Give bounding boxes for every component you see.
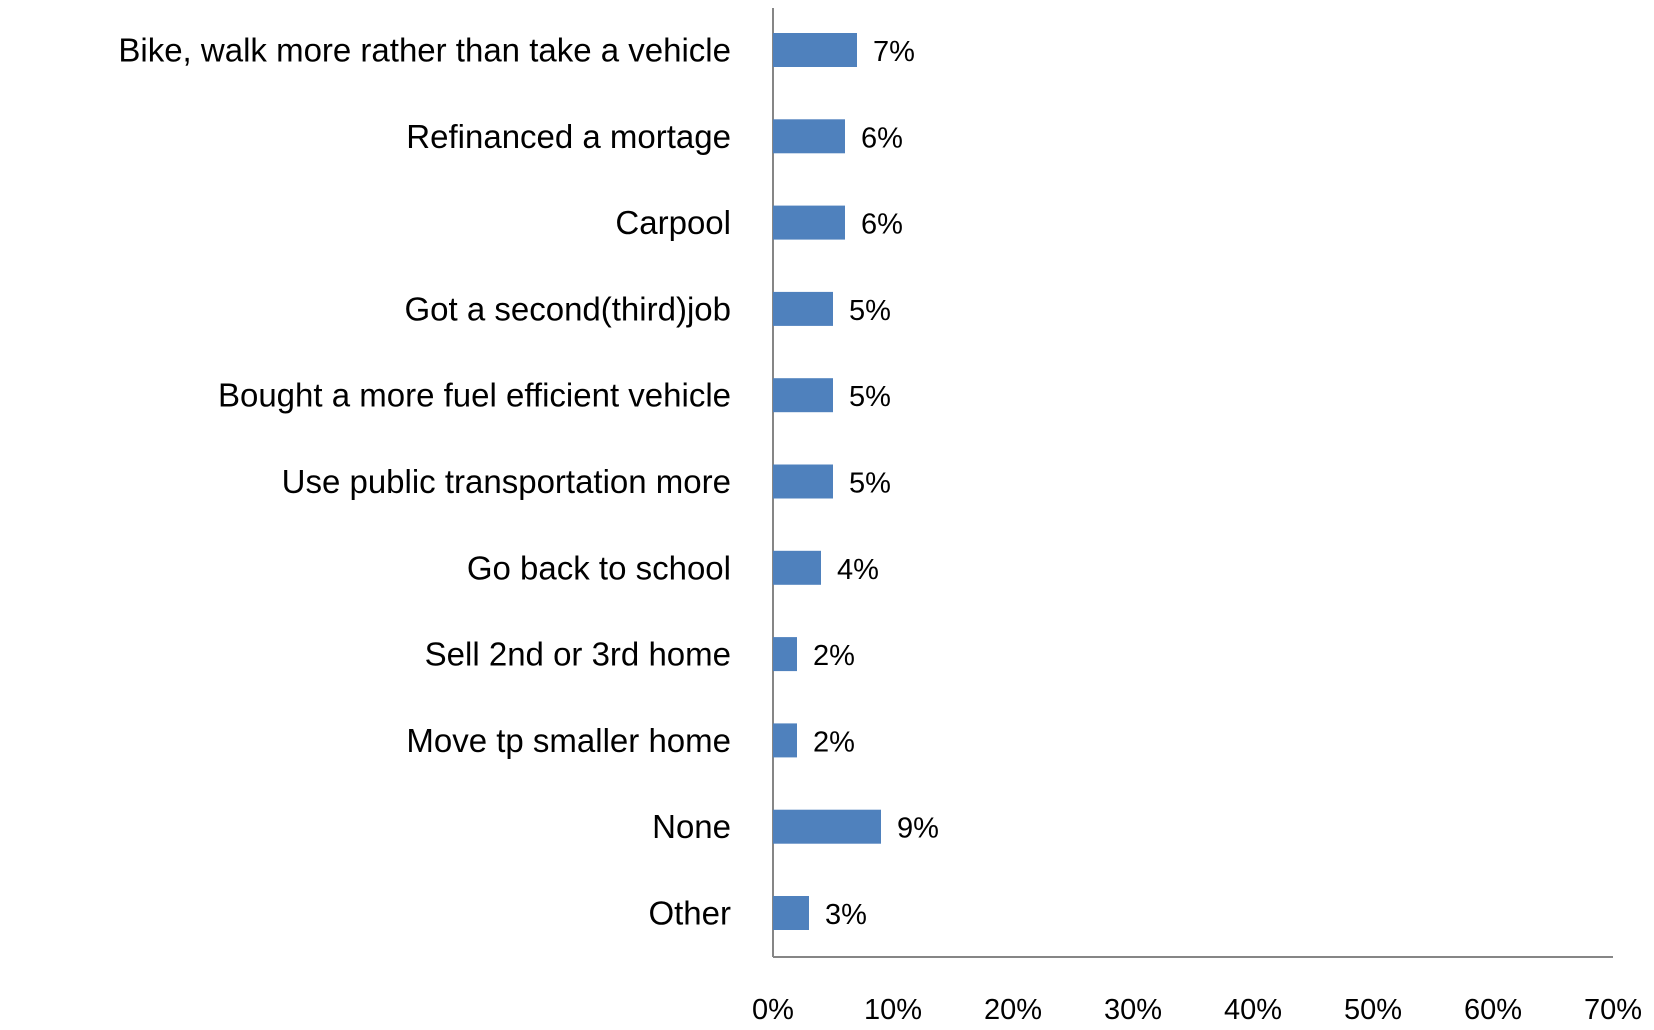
data-label: 2% <box>813 726 855 758</box>
data-label: 5% <box>849 468 891 500</box>
bar <box>773 550 821 585</box>
category-label: Got a second(third)job <box>404 290 731 327</box>
x-tick-label: 40% <box>1224 994 1282 1026</box>
x-tick-label: 70% <box>1584 994 1642 1026</box>
bar <box>773 205 845 240</box>
category-labels: Bike, walk more rather than take a vehic… <box>118 32 731 932</box>
data-label: 2% <box>813 640 855 672</box>
bar <box>773 723 797 758</box>
bar <box>773 119 845 154</box>
data-label: 5% <box>849 295 891 327</box>
data-label: 7% <box>873 36 915 68</box>
category-label: Other <box>648 895 731 932</box>
bar <box>773 464 833 499</box>
x-tick-labels: 0% 10% 20% 30% 40% 50% 60% 70% <box>752 994 1642 1026</box>
bar <box>773 896 809 930</box>
data-label: 6% <box>861 209 903 241</box>
data-label: 4% <box>837 554 879 586</box>
x-tick-label: 30% <box>1104 994 1162 1026</box>
x-tick-label: 50% <box>1344 994 1402 1026</box>
value-labels: 7% 6% 6% 5% 5% 5% 4% 2% 2% 9% 3% <box>813 36 939 931</box>
x-tick-label: 0% <box>752 994 794 1026</box>
bar <box>773 33 857 67</box>
data-label: 3% <box>825 899 867 931</box>
category-label: Bike, walk more rather than take a vehic… <box>118 32 731 69</box>
x-tick-label: 60% <box>1464 994 1522 1026</box>
x-tick-label: 20% <box>984 994 1042 1026</box>
category-label: Bought a more fuel efficient vehicle <box>218 377 731 414</box>
chart-bars <box>773 33 881 930</box>
category-label: Move tp smaller home <box>406 722 731 759</box>
category-label: None <box>652 808 731 845</box>
data-label: 9% <box>897 813 939 845</box>
bar <box>773 809 881 844</box>
bar <box>773 637 797 672</box>
category-label: Refinanced a mortage <box>406 118 731 155</box>
data-label: 5% <box>849 381 891 413</box>
category-label: Use public transportation more <box>282 463 731 500</box>
bar <box>773 291 833 326</box>
x-tick-label: 10% <box>864 994 922 1026</box>
category-label: Carpool <box>615 204 731 241</box>
category-label: Sell 2nd or 3rd home <box>425 636 731 673</box>
bar <box>773 378 833 413</box>
data-label: 6% <box>861 122 903 154</box>
category-label: Go back to school <box>467 549 731 586</box>
